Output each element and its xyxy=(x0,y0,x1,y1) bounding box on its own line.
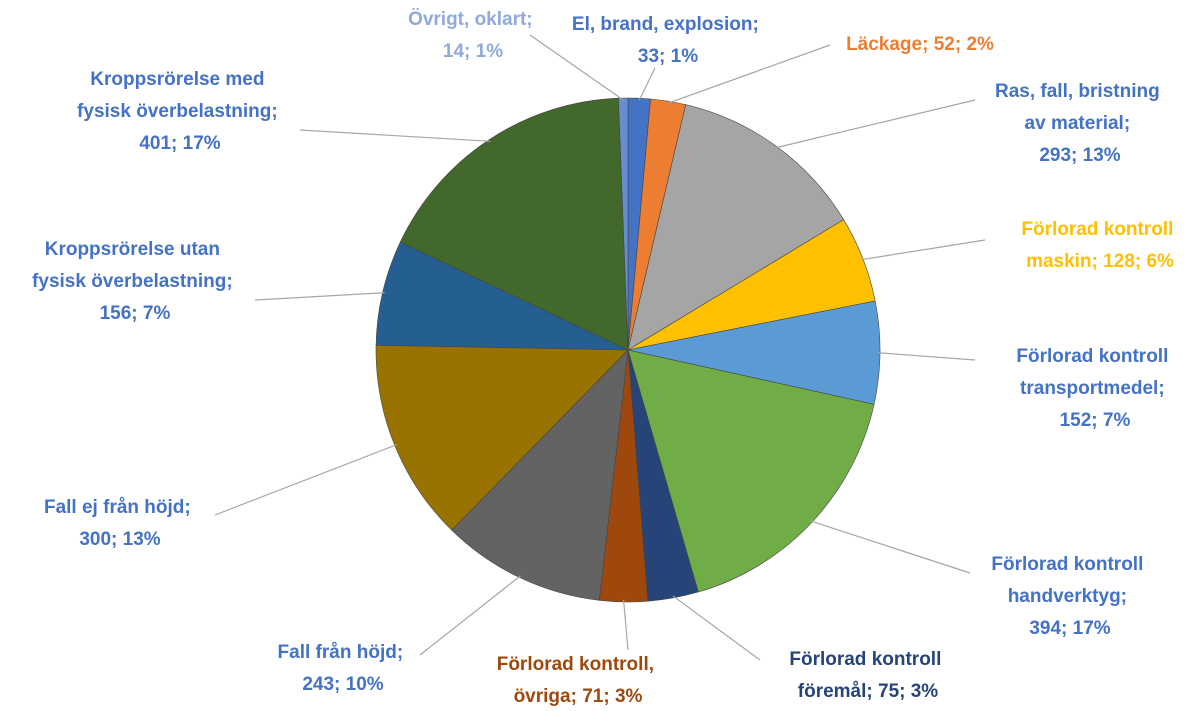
data-label: El, brand, explosion; 33; 1% xyxy=(572,14,764,67)
label-line: fysisk överbelastning; xyxy=(77,101,283,122)
label-line: föremål; 75; 3% xyxy=(798,681,939,702)
label-line: Kroppsrörelse med xyxy=(90,69,270,90)
label-line: övriga; 71; 3% xyxy=(514,686,643,707)
pie-slice xyxy=(627,104,845,351)
data-label: Förlorad kontroll handverktyg; 394; 17% xyxy=(991,554,1148,639)
leader-line xyxy=(419,575,521,656)
label-line: Förlorad kontroll xyxy=(991,554,1148,575)
label-line: Förlorad kontroll, xyxy=(497,654,660,675)
label-line: El, brand, explosion; xyxy=(572,14,764,35)
label-line: 152; 7% xyxy=(1060,410,1131,431)
label-line: handverktyg; xyxy=(1008,586,1133,607)
label-line: Förlorad kontroll xyxy=(1021,219,1178,240)
label-line: av material; xyxy=(1025,113,1136,134)
data-label: Kroppsrörelse med fysisk överbelastning;… xyxy=(77,69,283,154)
label-line: 293; 13% xyxy=(1039,145,1120,166)
label-line: 401; 17% xyxy=(139,133,220,154)
leader-line xyxy=(774,99,976,149)
label-line: 300; 13% xyxy=(79,529,160,550)
data-label: Förlorad kontroll maskin; 128; 6% xyxy=(1021,219,1178,272)
data-label: Fall från höjd; 243; 10% xyxy=(278,642,409,695)
leader-line xyxy=(638,67,656,101)
leader-line xyxy=(861,239,986,261)
data-label: Kroppsrörelse utan fysisk överbelastning… xyxy=(32,239,238,324)
data-label: Förlorad kontroll transportmedel; 152; 7… xyxy=(1016,346,1173,431)
leader-line xyxy=(529,34,624,101)
label-line: Läckage; 52; 2% xyxy=(846,34,994,55)
label-line: 33; 1% xyxy=(638,46,698,67)
data-label: Övrigt, oklart; 14; 1% xyxy=(408,9,538,62)
label-line: 14; 1% xyxy=(443,41,503,62)
data-label: Förlorad kontroll, övriga; 71; 3% xyxy=(497,654,660,707)
data-label: Förlorad kontroll föremål; 75; 3% xyxy=(789,649,946,702)
pie-slice xyxy=(627,349,875,593)
data-label: Läckage; 52; 2% xyxy=(846,34,994,55)
pie-slice xyxy=(618,97,629,351)
pie-slice xyxy=(399,97,629,351)
leader-line xyxy=(299,129,491,142)
leader-line xyxy=(672,595,761,661)
label-line: maskin; 128; 6% xyxy=(1026,251,1174,272)
label-line: 156; 7% xyxy=(100,303,171,324)
label-line: transportmedel; xyxy=(1020,378,1170,399)
label-line: 243; 10% xyxy=(302,674,383,695)
label-line: 394; 17% xyxy=(1029,618,1110,639)
label-line: Kroppsrörelse utan xyxy=(45,239,226,260)
label-line: Ras, fall, bristning xyxy=(995,81,1165,102)
data-label: Fall ej från höjd; 300; 13% xyxy=(44,497,196,550)
label-line: Förlorad kontroll xyxy=(1016,346,1173,367)
label-line: Övrigt, oklart; xyxy=(408,9,538,30)
label-line: Fall ej från höjd; xyxy=(44,497,196,518)
pie-slice xyxy=(451,349,629,601)
label-line: fysisk överbelastning; xyxy=(32,271,238,292)
leader-line xyxy=(877,352,976,361)
leader-line xyxy=(254,292,385,301)
data-label: Ras, fall, bristning av material; 293; 1… xyxy=(995,81,1165,166)
label-line: Förlorad kontroll xyxy=(789,649,946,670)
leader-line xyxy=(214,444,397,516)
leader-line xyxy=(667,44,831,104)
leader-line xyxy=(622,599,629,651)
leader-line xyxy=(810,520,971,574)
label-line: Fall från höjd; xyxy=(278,642,409,663)
